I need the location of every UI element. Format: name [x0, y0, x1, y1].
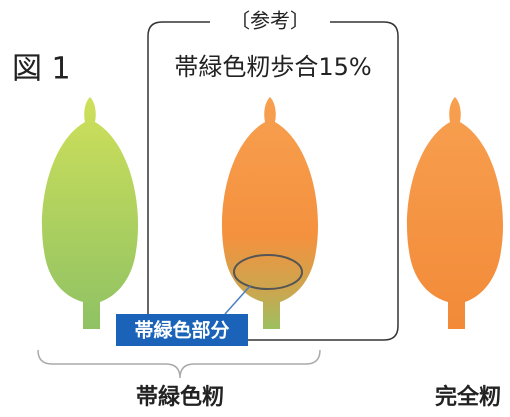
- group-label: 完全籾: [435, 384, 501, 410]
- group-label: 帯緑色籾: [136, 384, 224, 410]
- figure: 図 1 〔参考〕 帯緑色籾歩合15% 帯緑色部分 帯緑色籾 完全籾: [0, 0, 510, 417]
- complete-grain: [407, 97, 503, 329]
- reference-caption: 帯緑色籾歩合15%: [174, 53, 371, 81]
- reference-label: 〔参考〕: [230, 9, 310, 33]
- figure-label: 図 1: [12, 52, 71, 87]
- callout-line: [225, 286, 250, 314]
- green-grain: [42, 97, 138, 329]
- callout-label: 帯緑色部分: [134, 319, 229, 342]
- reference-grain: [222, 97, 318, 329]
- group-brace: [38, 350, 320, 378]
